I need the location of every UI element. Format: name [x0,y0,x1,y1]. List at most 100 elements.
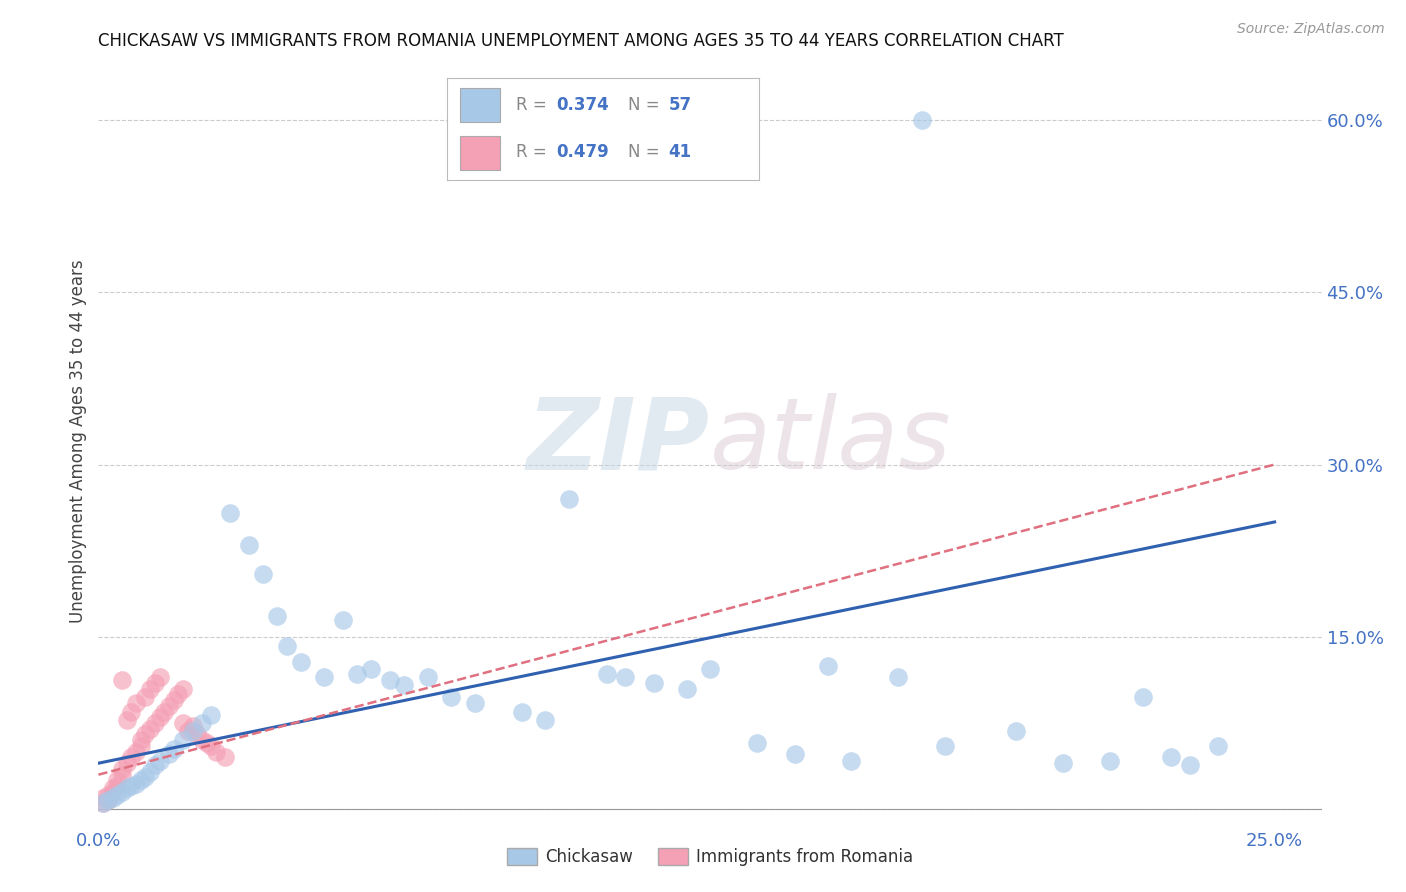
Point [214,750,236,764]
Point [219,506,242,520]
Point [157,698,180,713]
Point [91,790,114,805]
Point [595,666,617,681]
Point [200,739,222,753]
Point [105,779,128,793]
Point [105,789,128,803]
Point [134,770,156,784]
Point [91,797,114,811]
Point [111,762,134,776]
Point [120,779,142,793]
Point [125,777,148,791]
Point [101,790,124,805]
Point [346,666,368,681]
Point [120,750,142,764]
Point [115,713,138,727]
Point [510,705,533,719]
Point [97,789,120,803]
Point [157,747,180,761]
Point [101,785,124,799]
Point [115,756,138,771]
Point [745,735,768,749]
Point [163,693,186,707]
Point [149,754,172,768]
Point [200,708,222,723]
Point [238,538,260,552]
Point [1206,739,1229,753]
Point [111,673,134,688]
Point [1178,758,1201,772]
Point [172,733,194,747]
Point [129,773,152,788]
Point [266,609,288,624]
Point [101,781,124,796]
Point [195,735,218,749]
Point [143,675,166,690]
Point [91,797,114,811]
Point [290,655,312,669]
Point [129,739,152,753]
Point [139,722,162,736]
Text: Source: ZipAtlas.com: Source: ZipAtlas.com [1237,22,1385,37]
Point [464,697,486,711]
Point [143,716,166,731]
Point [252,566,274,581]
Point [97,793,120,807]
Text: ZIP: ZIP [527,393,710,490]
Point [172,716,194,731]
Point [105,773,128,788]
Point [181,719,204,733]
Point [1132,690,1154,704]
Point [149,710,172,724]
Point [149,670,172,684]
Point [614,670,637,684]
Point [186,727,208,741]
Point [392,678,416,692]
Point [167,687,190,701]
Point [139,765,162,780]
Point [125,745,148,759]
Point [1004,724,1026,739]
Point [534,713,557,727]
Point [134,690,156,704]
Point [332,613,354,627]
Point [153,705,176,719]
Text: CHICKASAW VS IMMIGRANTS FROM ROMANIA UNEMPLOYMENT AMONG AGES 35 TO 44 YEARS CORR: CHICKASAW VS IMMIGRANTS FROM ROMANIA UNE… [98,32,1064,50]
Point [839,754,862,768]
Point [1098,754,1121,768]
Point [276,639,298,653]
Point [675,681,697,696]
Point [139,681,162,696]
Point [120,705,142,719]
Point [115,781,138,796]
Point [817,658,839,673]
Point [97,793,120,807]
Point [205,745,228,759]
Point [360,662,382,676]
Point [314,670,336,684]
Point [416,670,439,684]
Point [181,724,204,739]
Point [378,673,401,688]
Point [111,785,134,799]
Point [163,742,186,756]
Point [191,716,214,731]
Text: atlas: atlas [710,393,952,490]
Point [191,733,214,747]
Point [643,675,665,690]
Point [1052,756,1074,771]
Point [111,767,134,781]
Point [911,112,934,127]
Point [699,662,721,676]
Legend: Chickasaw, Immigrants from Romania: Chickasaw, Immigrants from Romania [501,841,920,873]
Point [129,733,152,747]
Point [934,739,956,753]
Point [440,690,463,704]
Point [177,724,200,739]
Point [783,747,806,761]
Y-axis label: Unemployment Among Ages 35 to 44 years: Unemployment Among Ages 35 to 44 years [69,260,87,624]
Point [558,491,581,506]
Point [134,727,156,741]
Point [125,697,148,711]
Point [1160,750,1182,764]
